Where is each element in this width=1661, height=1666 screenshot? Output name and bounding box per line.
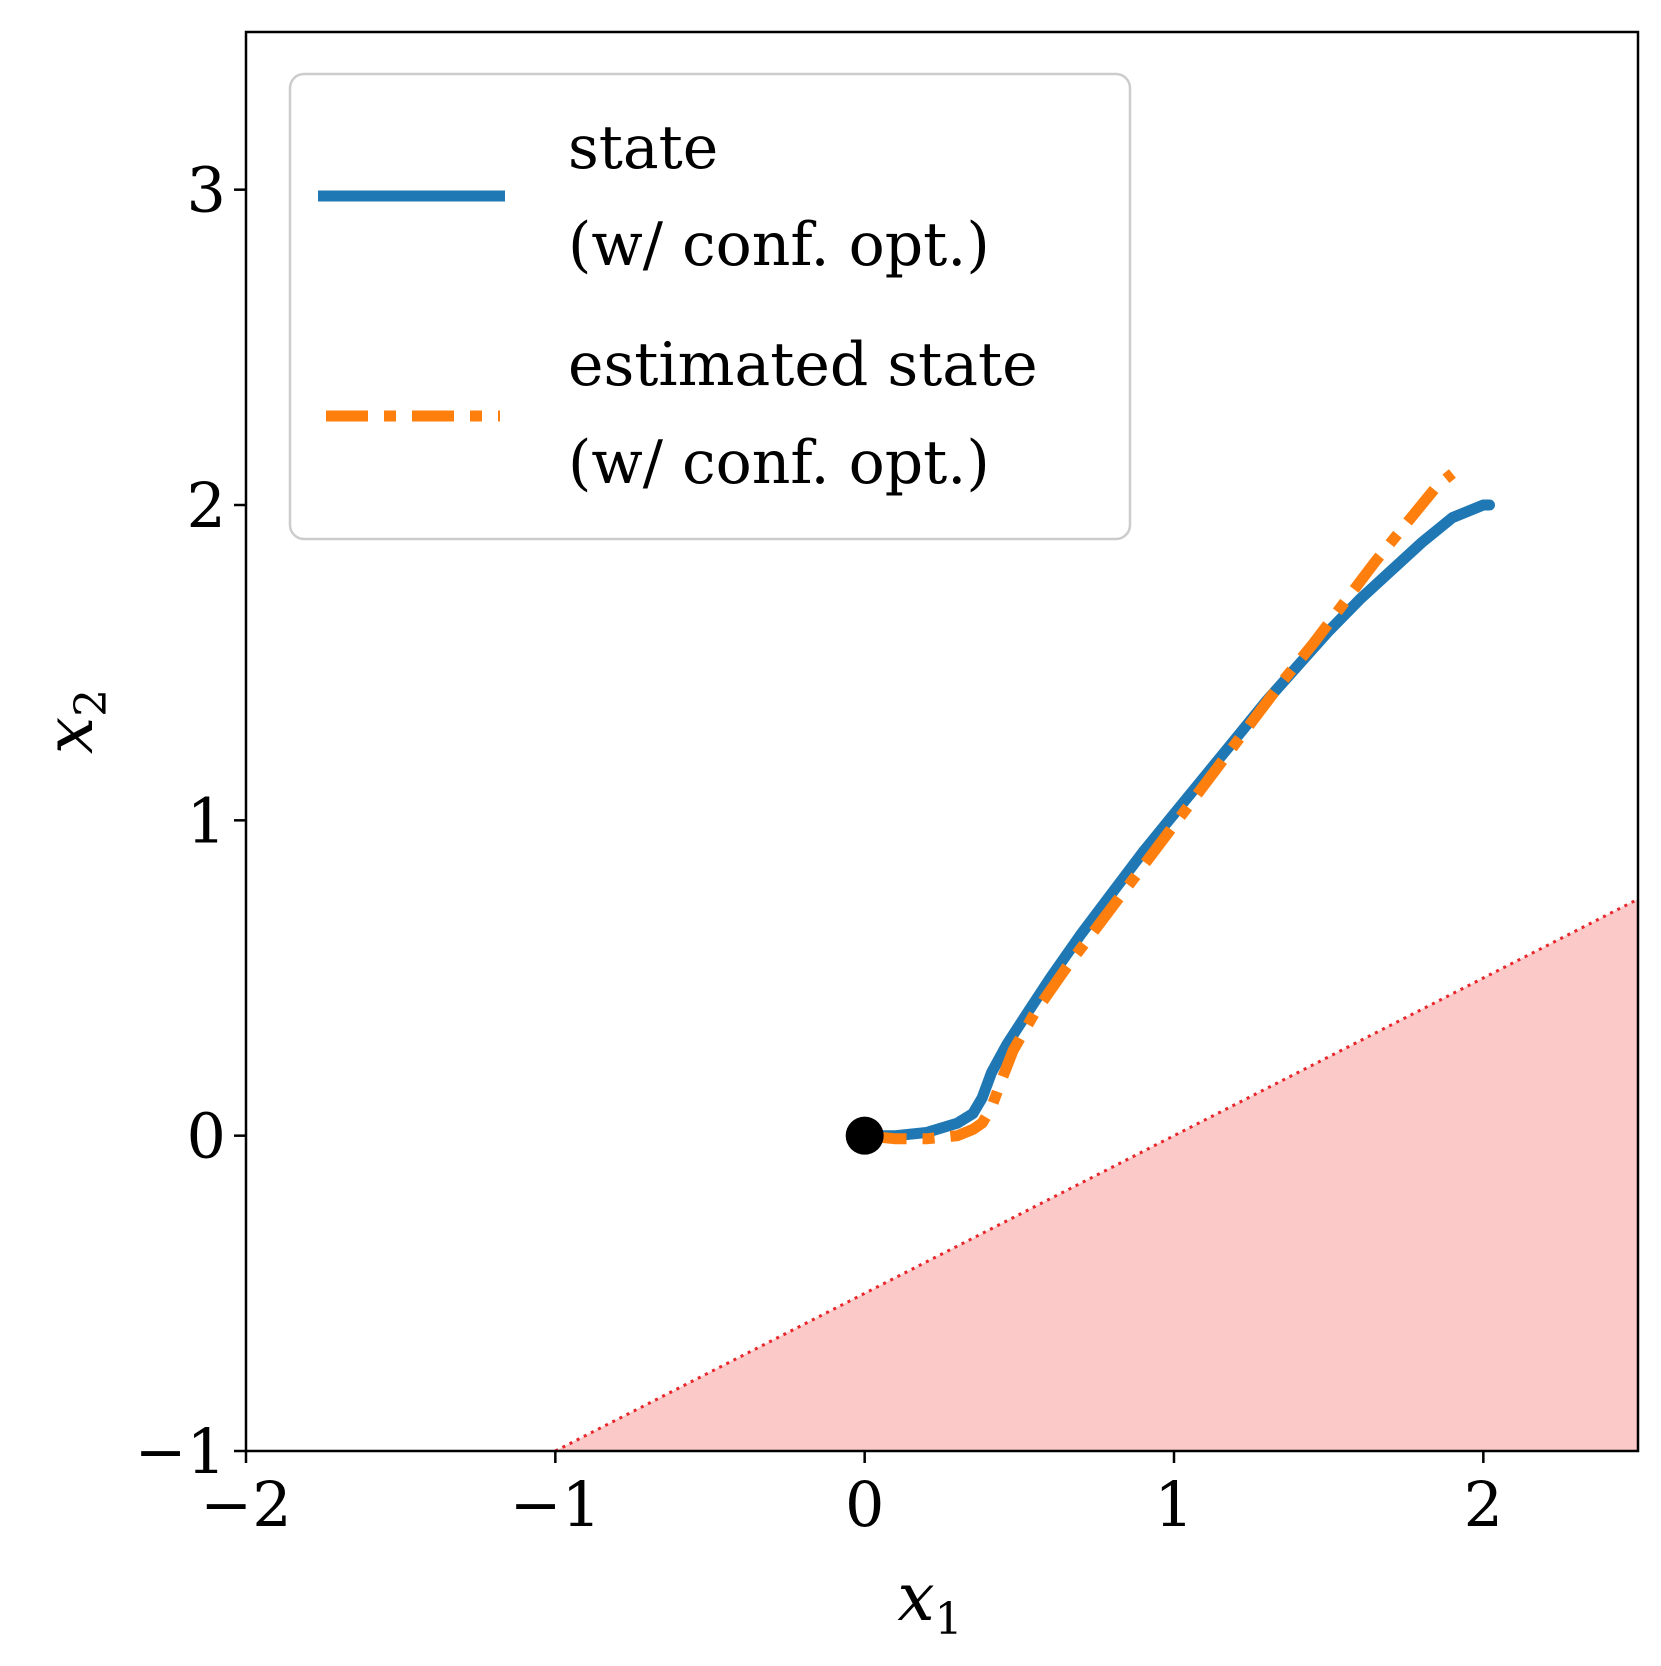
x-tick-label: −1 — [510, 1468, 601, 1541]
series-line-estimated-state — [864, 469, 1456, 1145]
legend-label-estimated-state-line1: estimated state — [568, 330, 1038, 400]
unsafe-boundary-line — [554, 897, 1638, 1451]
x-tick-label: 2 — [1464, 1468, 1503, 1541]
legend-label-estimated-state-line2: (w/ conf. opt.) — [568, 428, 990, 498]
x-axis-label: x1 — [897, 1559, 962, 1645]
legend: state (w/ conf. opt.) estimated state (w/ c… — [288, 72, 1132, 541]
unsafe-region-fill — [555, 899, 1638, 1451]
legend-box — [288, 72, 1132, 541]
y-tick-label: 2 — [187, 469, 226, 542]
series-line-state — [859, 499, 1495, 1142]
y-axis-label-subscript: 2 — [66, 689, 117, 717]
legend-label-state-line2: (w/ conf. opt.) — [568, 210, 990, 280]
y-tick-label: −1 — [135, 1415, 226, 1488]
x-axis-label-main: x — [897, 1559, 934, 1636]
x-tick-label: 0 — [845, 1468, 884, 1541]
y-tick-label: 3 — [187, 154, 226, 227]
y-tick-label: 1 — [187, 784, 226, 857]
x-tick-label: 1 — [1154, 1468, 1193, 1541]
y-axis-label-main: x — [31, 717, 108, 754]
x-tick-label: −2 — [200, 1468, 291, 1541]
y-tick-label: 0 — [187, 1100, 226, 1173]
axes-frame — [244, 30, 1640, 1453]
legend-label-state-line1: state — [568, 113, 718, 183]
y-axis-label: x2 — [31, 689, 117, 754]
x-axis-label-subscript: 1 — [935, 1594, 963, 1645]
plot-data-layer — [554, 469, 1638, 1451]
start-point-marker — [845, 1116, 884, 1155]
